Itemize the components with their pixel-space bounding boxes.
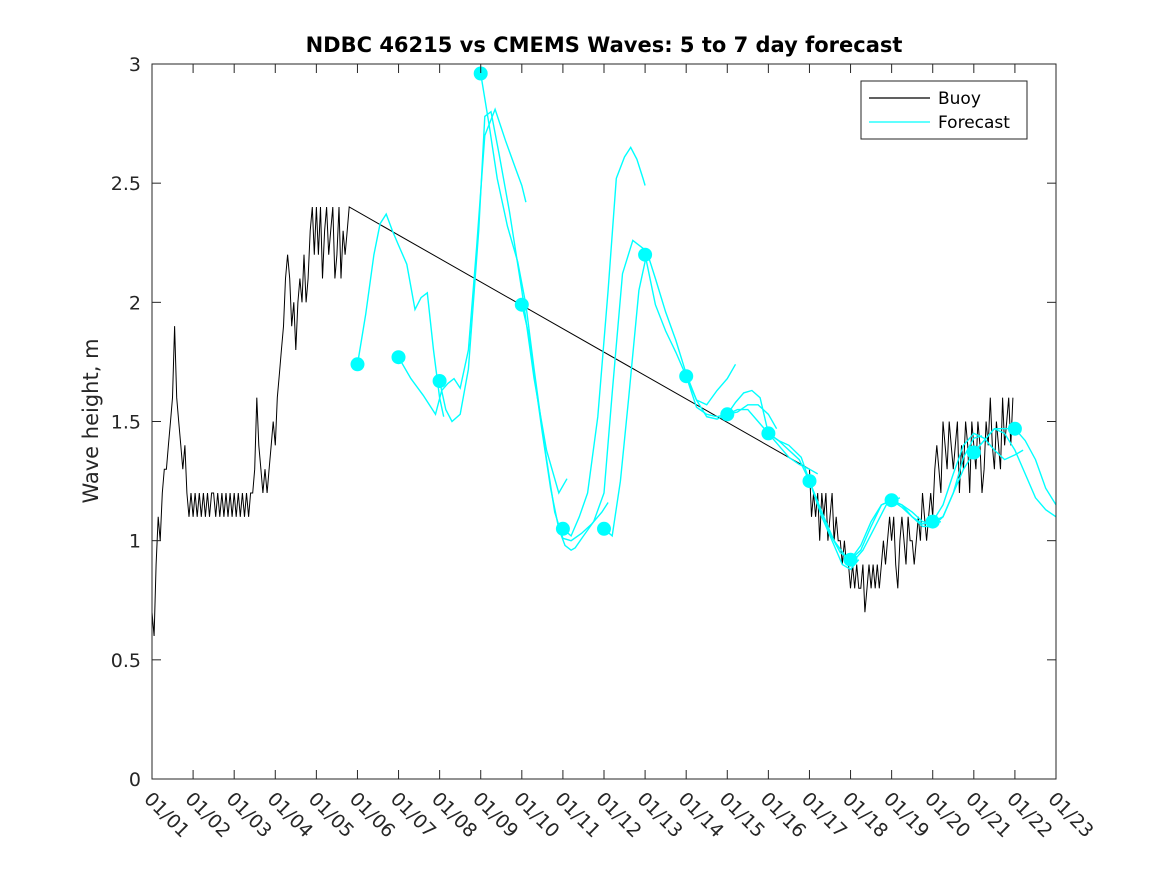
forecast-marker xyxy=(391,350,406,365)
x-tick-label: 01/03 xyxy=(222,788,276,842)
forecast-marker xyxy=(843,552,858,567)
forecast-marker xyxy=(720,407,735,422)
x-tick-label: 01/19 xyxy=(879,788,933,842)
x-tick-label: 01/02 xyxy=(181,788,235,842)
forecast-series-line-9 xyxy=(685,375,819,475)
legend: Buoy Forecast xyxy=(860,80,1028,140)
forecast-series-line-3 xyxy=(438,110,568,495)
legend-forecast-label: Forecast xyxy=(938,113,1010,133)
x-tick-label: 01/11 xyxy=(550,788,604,842)
y-tick-label: 2 xyxy=(129,292,141,314)
forecast-series-line-2 xyxy=(397,107,527,417)
forecast-marker xyxy=(966,445,981,460)
x-tick-label: 01/05 xyxy=(304,788,358,842)
x-tick-label: 01/23 xyxy=(1043,788,1097,842)
forecast-marker xyxy=(925,514,940,529)
y-tick-label: 1.5 xyxy=(111,412,141,434)
chart-title: NDBC 46215 vs CMEMS Waves: 5 to 7 day fo… xyxy=(306,33,903,57)
forecast-marker xyxy=(679,369,694,384)
legend-buoy-label: Buoy xyxy=(938,89,981,109)
forecast-series-line-7 xyxy=(603,249,737,538)
forecast-marker xyxy=(761,426,776,441)
forecast-marker xyxy=(555,521,570,536)
x-tick-label: 01/17 xyxy=(797,788,851,842)
legend-box xyxy=(860,80,1028,140)
x-tick-label: 01/07 xyxy=(386,788,440,842)
axes-box xyxy=(151,63,1057,780)
forecast-series-line-1 xyxy=(356,212,445,417)
x-tick-label: 01/09 xyxy=(468,788,522,842)
forecast-marker xyxy=(597,521,611,536)
forecast-series-line-4 xyxy=(480,73,609,542)
x-tick-label: 01/12 xyxy=(591,788,645,842)
plot-content xyxy=(151,66,1057,637)
x-tick-label: 01/01 xyxy=(139,788,193,842)
y-tick-label: 1 xyxy=(129,531,141,553)
x-tick-label: 01/21 xyxy=(961,788,1015,842)
y-tick-label: 3 xyxy=(129,54,141,76)
x-tick-label: 01/14 xyxy=(674,788,728,842)
forecast-series-line-6 xyxy=(562,146,646,538)
buoy-series-line xyxy=(151,206,1014,637)
y-tick-label: 0.5 xyxy=(111,650,141,672)
forecast-marker xyxy=(884,493,899,508)
y-axis-ticks: 0 0.5 1 1.5 2 2.5 3 xyxy=(111,54,1056,791)
y-tick-label: 2.5 xyxy=(111,173,141,195)
forecast-series-line-10 xyxy=(726,389,860,571)
x-tick-label: 01/13 xyxy=(633,788,687,842)
y-tick-label: 0 xyxy=(129,769,141,791)
x-tick-label: 01/20 xyxy=(920,788,974,842)
forecast-marker xyxy=(350,357,365,372)
forecast-marker xyxy=(473,66,488,81)
x-tick-label: 01/22 xyxy=(1002,788,1056,842)
forecast-series-line-12 xyxy=(808,480,942,561)
x-tick-label: 01/15 xyxy=(715,788,769,842)
forecast-series-line-13 xyxy=(849,435,983,561)
forecast-marker xyxy=(1007,421,1022,436)
forecast-series-line-8 xyxy=(644,254,778,430)
forecast-marker xyxy=(802,474,817,489)
y-axis-label: Wave height, m xyxy=(79,338,103,503)
forecast-marker xyxy=(638,247,653,262)
forecast-marker xyxy=(432,374,447,388)
x-tick-label: 01/08 xyxy=(427,788,481,842)
forecast-series-line-5 xyxy=(521,239,646,552)
forecast-marker xyxy=(514,297,529,312)
x-tick-label: 01/16 xyxy=(756,788,810,842)
x-axis-ticks: 01/0101/0201/0301/0401/0501/0601/0701/08… xyxy=(139,64,1098,842)
x-tick-label: 01/04 xyxy=(263,788,317,842)
x-tick-label: 01/06 xyxy=(345,788,399,842)
x-tick-label: 01/18 xyxy=(838,788,892,842)
forecast-series-line-14 xyxy=(891,432,1024,525)
x-tick-label: 01/10 xyxy=(509,788,563,842)
